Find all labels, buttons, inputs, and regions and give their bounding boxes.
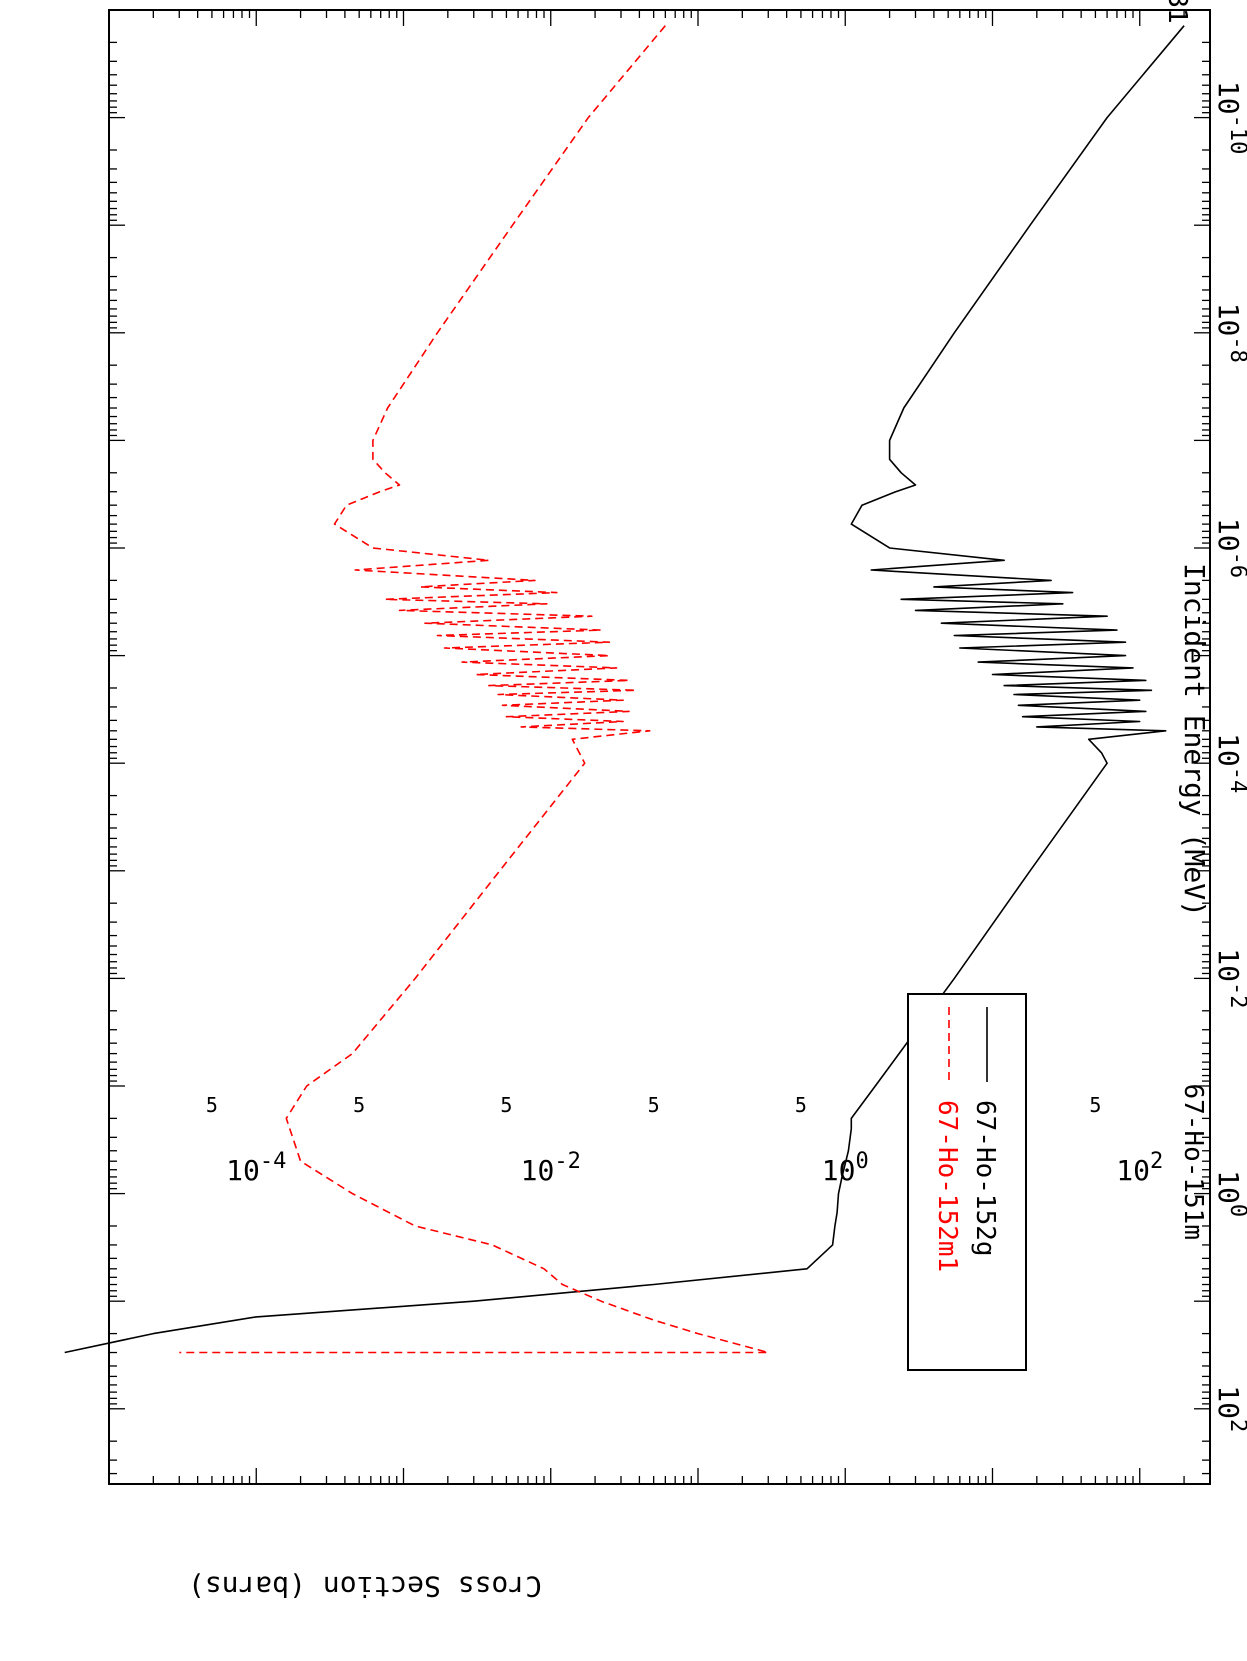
axis-ticks [108,9,1211,1485]
legend-label-ho152g: 67-Ho-152g [970,1100,1000,1257]
legend: 67-Ho-152g 67-Ho-152m1 [907,993,1027,1371]
y-tick-label: 100 [822,1149,869,1187]
x-tick-label: 102 [1212,1385,1247,1432]
x-tick-label: 10-2 [1212,948,1247,1008]
y-minor-label: 5 [206,1093,218,1117]
y-tick-label: 10-2 [521,1149,581,1187]
legend-label-ho152m1: 67-Ho-152m1 [932,1100,962,1272]
x-tick-label: 10-10 [1212,81,1247,154]
y-minor-label: 5 [648,1093,660,1117]
y-tick-label: 10-4 [226,1149,286,1187]
reaction-label: 67-Ho-151m [1178,1083,1208,1240]
x-tick-label: 10-4 [1212,733,1247,793]
series-line-ho152m1 [179,25,770,1354]
y-tick-label: 102 [1116,1149,1163,1187]
x-tick-label: 10-8 [1212,303,1247,363]
x-axis-title: Incident Energy (MeV) [1178,563,1211,917]
y-axis-title: Cross Section (barns) [188,1570,542,1603]
y-minor-label: 5 [795,1093,807,1117]
legend-box [907,993,1027,1371]
y-minor-label: 5 [1089,1093,1101,1117]
x-tick-labels: 10-10 10-8 10-6 10-4 10-2 100 102 [1212,81,1247,1432]
series-line-ho152g [64,25,1185,1354]
x-tick-label: 10-6 [1212,518,1247,578]
plot-frame [108,9,1211,1485]
y-minor-label: 5 [353,1093,365,1117]
x-tick-label: 100 [1212,1170,1247,1217]
corner-label: 31 [1162,0,1192,24]
series-layer [64,25,1185,1354]
y-minor-label: 5 [500,1093,512,1117]
